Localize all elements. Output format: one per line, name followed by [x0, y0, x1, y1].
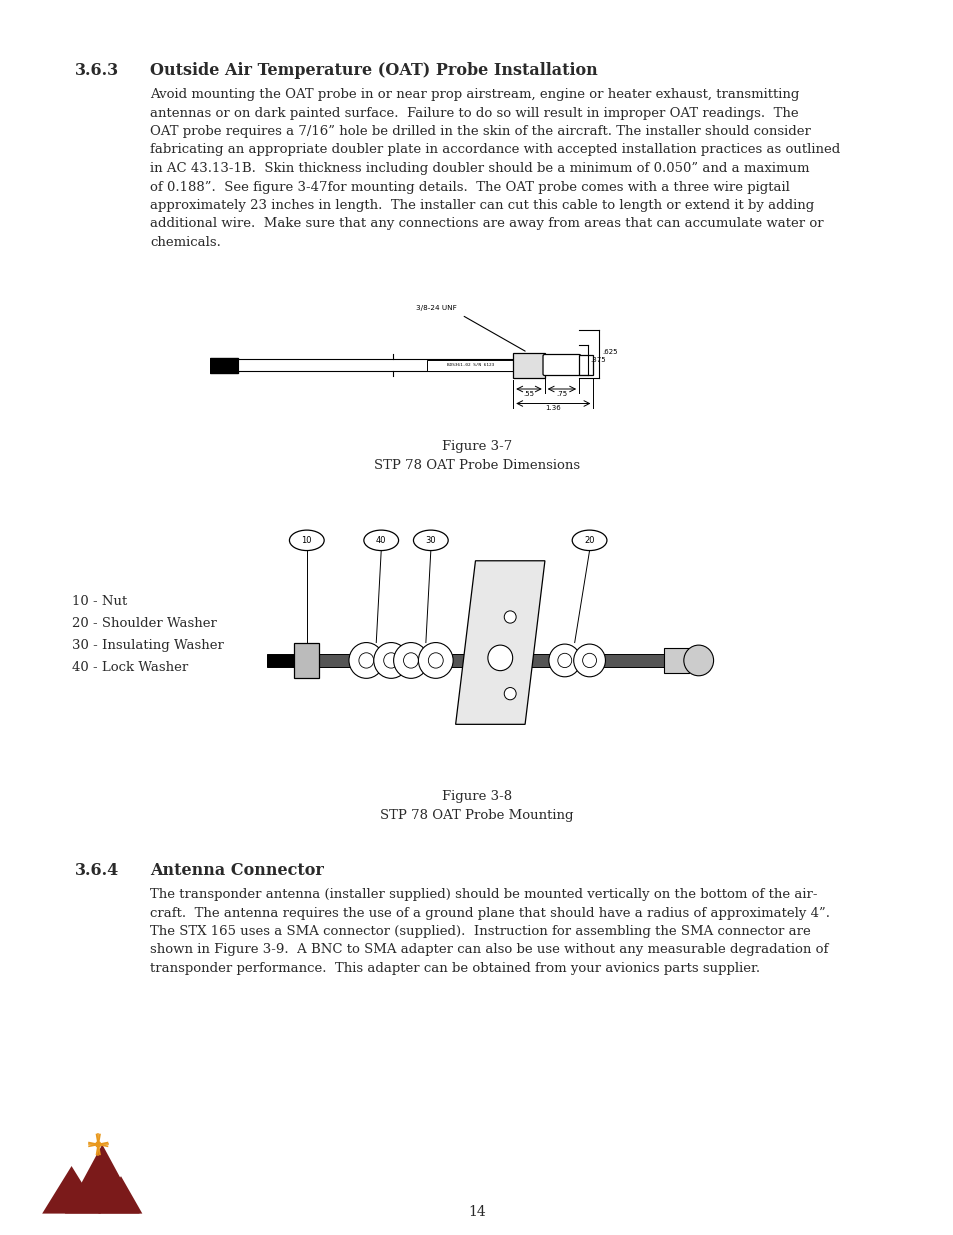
- Text: 30 - Insulating Washer: 30 - Insulating Washer: [71, 638, 224, 652]
- Text: Antenna Connector: Antenna Connector: [150, 862, 323, 879]
- Text: .625: .625: [601, 350, 617, 356]
- Text: chemicals.: chemicals.: [150, 236, 221, 249]
- Text: The STX 165 uses a SMA connector (supplied).  Instruction for assembling the SMA: The STX 165 uses a SMA connector (suppli…: [150, 925, 810, 939]
- Circle shape: [504, 688, 516, 700]
- Circle shape: [558, 653, 571, 668]
- Text: STP 78 OAT Probe Dimensions: STP 78 OAT Probe Dimensions: [374, 459, 579, 472]
- Ellipse shape: [363, 530, 398, 551]
- Ellipse shape: [413, 530, 448, 551]
- Polygon shape: [65, 1145, 139, 1214]
- Text: OAT probe requires a 7/16” hole be drilled in the skin of the aircraft. The inst: OAT probe requires a 7/16” hole be drill…: [150, 125, 810, 138]
- Text: Avoid mounting the OAT probe in or near prop airstream, engine or heater exhaust: Avoid mounting the OAT probe in or near …: [150, 88, 799, 101]
- Circle shape: [349, 642, 383, 678]
- Text: transponder performance.  This adapter can be obtained from your avionics parts : transponder performance. This adapter ca…: [150, 962, 760, 974]
- Circle shape: [358, 653, 374, 668]
- Text: 20: 20: [583, 536, 595, 545]
- Text: of 0.188”.  See figure 3-47for mounting details.  The OAT probe comes with a thr: of 0.188”. See figure 3-47for mounting d…: [150, 180, 789, 194]
- Polygon shape: [42, 1166, 101, 1214]
- Bar: [238, 359, 513, 370]
- Text: 30: 30: [425, 536, 436, 545]
- Text: Figure 3-8: Figure 3-8: [441, 790, 512, 803]
- Text: 20 - Shoulder Washer: 20 - Shoulder Washer: [71, 618, 216, 630]
- Circle shape: [403, 653, 418, 668]
- Text: additional wire.  Make sure that any connections are away from areas that can ac: additional wire. Make sure that any conn…: [150, 217, 822, 231]
- Text: Outside Air Temperature (OAT) Probe Installation: Outside Air Temperature (OAT) Probe Inst…: [150, 62, 598, 79]
- FancyBboxPatch shape: [294, 642, 319, 678]
- Bar: [267, 656, 296, 666]
- Text: 1.36: 1.36: [545, 405, 560, 411]
- Text: .375: .375: [590, 357, 605, 363]
- Text: .55: .55: [523, 391, 534, 396]
- Bar: [267, 655, 703, 667]
- Bar: [210, 357, 238, 373]
- Text: STP 78 OAT Probe Mounting: STP 78 OAT Probe Mounting: [380, 809, 573, 823]
- Text: 14: 14: [468, 1205, 485, 1219]
- Bar: [663, 647, 688, 673]
- Circle shape: [683, 645, 713, 676]
- Circle shape: [487, 645, 512, 671]
- Circle shape: [573, 645, 605, 677]
- Circle shape: [428, 653, 443, 668]
- Polygon shape: [98, 1176, 142, 1214]
- Text: 3.6.3: 3.6.3: [75, 62, 119, 79]
- Bar: [578, 354, 593, 375]
- Bar: [513, 352, 544, 378]
- Text: shown in Figure 3-9.  A BNC to SMA adapter can also be use without any measurabl: shown in Figure 3-9. A BNC to SMA adapte…: [150, 944, 827, 956]
- FancyBboxPatch shape: [542, 354, 580, 375]
- Text: 10 - Nut: 10 - Nut: [71, 595, 127, 608]
- Text: 10: 10: [301, 536, 312, 545]
- Circle shape: [374, 642, 408, 678]
- Text: BDS361-02 S/N 6123: BDS361-02 S/N 6123: [446, 363, 494, 367]
- Text: 40: 40: [375, 536, 386, 545]
- Text: Figure 3-7: Figure 3-7: [441, 440, 512, 453]
- Text: .75: .75: [556, 391, 567, 396]
- Text: craft.  The antenna requires the use of a ground plane that should have a radius: craft. The antenna requires the use of a…: [150, 906, 829, 920]
- Circle shape: [582, 653, 596, 668]
- Text: antennas or on dark painted surface.  Failure to do so will result in improper O: antennas or on dark painted surface. Fai…: [150, 106, 798, 120]
- Polygon shape: [456, 561, 544, 725]
- Ellipse shape: [289, 530, 324, 551]
- Text: fabricating an appropriate doubler plate in accordance with accepted installatio: fabricating an appropriate doubler plate…: [150, 143, 840, 157]
- Circle shape: [504, 611, 516, 624]
- Circle shape: [383, 653, 398, 668]
- Circle shape: [548, 645, 580, 677]
- Ellipse shape: [572, 530, 606, 551]
- Circle shape: [95, 1142, 101, 1147]
- Text: 3/8-24 UNF: 3/8-24 UNF: [416, 305, 456, 311]
- Bar: [427, 359, 513, 370]
- Text: approximately 23 inches in length.  The installer can cut this cable to length o: approximately 23 inches in length. The i…: [150, 199, 814, 212]
- Text: in AC 43.13-1B.  Skin thickness including doubler should be a minimum of 0.050” : in AC 43.13-1B. Skin thickness including…: [150, 162, 809, 175]
- Text: 3.6.4: 3.6.4: [75, 862, 119, 879]
- Circle shape: [418, 642, 453, 678]
- Circle shape: [394, 642, 428, 678]
- Text: 40 - Lock Washer: 40 - Lock Washer: [71, 661, 188, 674]
- Text: The transponder antenna (installer supplied) should be mounted vertically on the: The transponder antenna (installer suppl…: [150, 888, 817, 902]
